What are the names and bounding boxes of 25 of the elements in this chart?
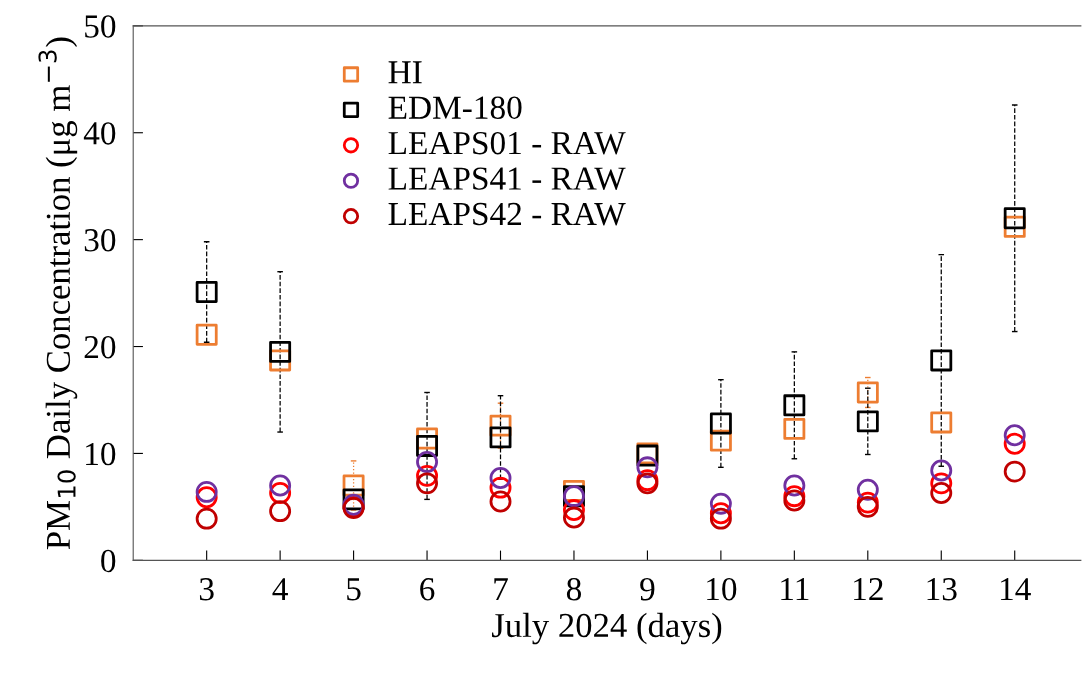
x-tick-label: 8 xyxy=(566,577,582,601)
x-tick-label: 3 xyxy=(199,578,214,601)
y-tick-label: 50 xyxy=(85,15,116,38)
y-tick-label: 40 xyxy=(83,122,116,145)
legend-label: LEAPS42 - RAW xyxy=(388,202,626,226)
x-tick-label: 11 xyxy=(781,578,809,601)
x-tick-label: 12 xyxy=(854,578,883,601)
legend-label: LEAPS01 - RAW xyxy=(388,131,626,155)
x-tick-label: 10 xyxy=(707,577,737,601)
x-tick-label: 9 xyxy=(640,578,655,601)
x-tick-label: 13 xyxy=(927,578,957,601)
x-tick-label: 14 xyxy=(1000,578,1031,601)
legend-label: LEAPS41 - RAW xyxy=(388,167,626,190)
x-axis-title: July 2024 (days) xyxy=(492,612,722,645)
x-tick-label: 4 xyxy=(272,578,288,601)
y-tick-label: 10 xyxy=(86,442,116,466)
y-axis-title: PM$_{10}$ Daily Concentration (μg m$^{−3}$) xyxy=(38,37,78,550)
y-tick-label: 30 xyxy=(84,229,116,252)
x-tick-label: 6 xyxy=(420,578,435,601)
legend-label: EDM-180 xyxy=(388,96,522,119)
x-tick-label: 5 xyxy=(347,578,361,601)
y-tick-label: 0 xyxy=(101,549,116,573)
x-tick-label: 7 xyxy=(494,578,508,601)
legend-label: HI xyxy=(388,61,422,84)
y-tick-label: 20 xyxy=(84,335,116,359)
